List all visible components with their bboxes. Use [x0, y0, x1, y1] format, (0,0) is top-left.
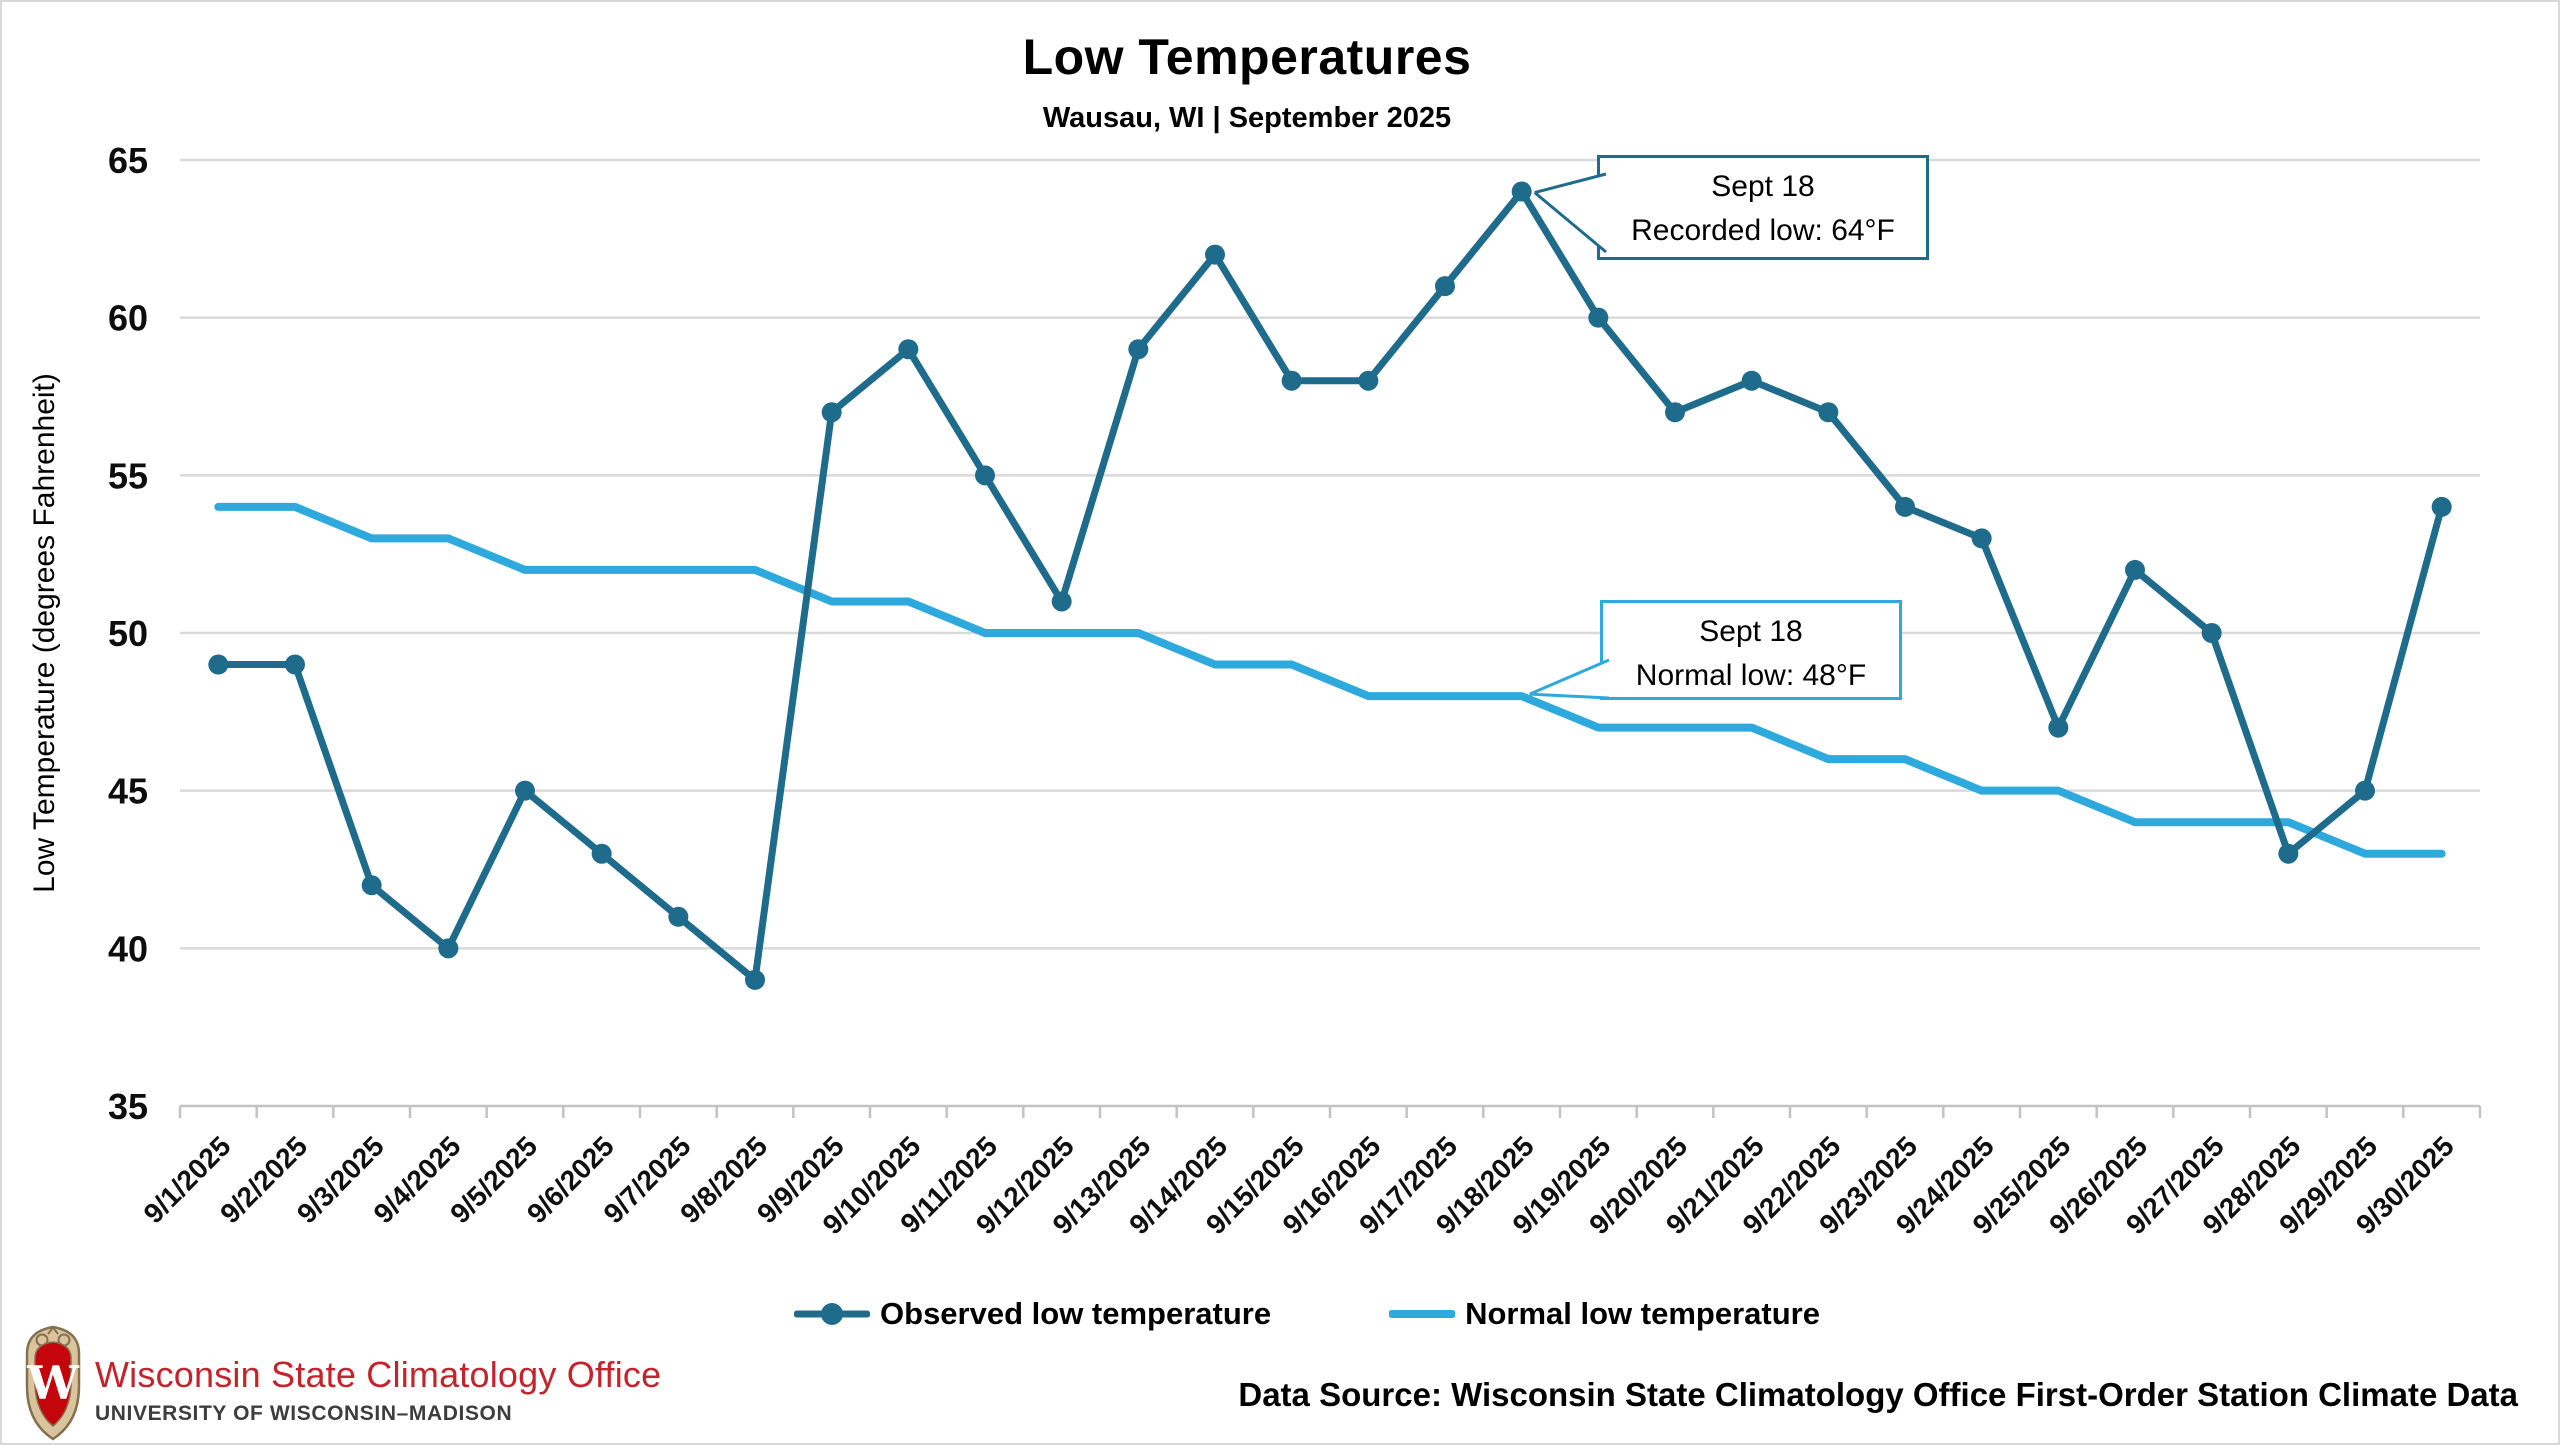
svg-text:50: 50: [108, 613, 148, 654]
data-source-note: Data Source: Wisconsin State Climatology…: [1238, 1376, 2518, 1413]
observed-series-swatch-icon: [794, 1303, 871, 1325]
annotation-line: Sept 18: [1699, 615, 1803, 648]
svg-text:60: 60: [108, 298, 148, 339]
page-title: Low Temperatures: [1022, 29, 1472, 85]
observed-low-line: [214, 188, 2446, 984]
annotation-line: Recorded low: 64°F: [1631, 214, 1895, 247]
svg-text:45: 45: [108, 771, 148, 812]
svg-text:55: 55: [108, 455, 148, 496]
crest-monogram: W: [26, 1356, 80, 1410]
chart-legend: Observed low temperature Normal low temp…: [27, 1296, 2558, 1332]
normal-series-swatch-icon: [1389, 1310, 1456, 1318]
y-axis-tick-labels: 65 60 55 50 45 40 35: [108, 140, 148, 1127]
annotation-recorded-low: Sept 18 Recorded low: 64°F: [1597, 155, 1929, 260]
legend-label-normal: Normal low temperature: [1465, 1296, 1820, 1331]
normal-low-line: [214, 502, 2446, 858]
svg-text:35: 35: [108, 1086, 148, 1127]
annotation-line: Normal low: 48°F: [1635, 659, 1867, 692]
legend-item-observed: Observed low temperature: [794, 1296, 1271, 1332]
legend-item-normal: Normal low temperature: [1389, 1296, 1820, 1332]
line-chart-plot: 65 60 55 50 45 40 359/1/20259/2/20259/3/20259/…: [28, 140, 2482, 1240]
org-subtitle: UNIVERSITY OF WISCONSIN–MADISON: [95, 1402, 513, 1425]
page-subtitle: Wausau, WI | September 2025: [1042, 102, 1452, 134]
svg-text:65: 65: [108, 140, 148, 181]
x-axis-tick-labels: 9/1/20259/2/20259/3/20259/4/20259/5/2025…: [138, 1130, 2460, 1240]
org-name: Wisconsin State Climatology Office: [95, 1354, 662, 1395]
y-axis-title: Low Temperature (degrees Fahrenheit): [28, 373, 61, 893]
footer-organization: Wisconsin State Climatology Office UNIVE…: [95, 1354, 661, 1426]
observed-markers: [208, 181, 2452, 990]
legend-label-observed: Observed low temperature: [880, 1296, 1272, 1331]
gridlines: [178, 158, 2482, 1118]
uw-crest-logo-icon: W: [25, 1325, 81, 1441]
annotation-line: Sept 18: [1711, 170, 1815, 203]
svg-text:40: 40: [108, 928, 148, 969]
annotation-normal-low: Sept 18 Normal low: 48°F: [1600, 600, 1902, 700]
